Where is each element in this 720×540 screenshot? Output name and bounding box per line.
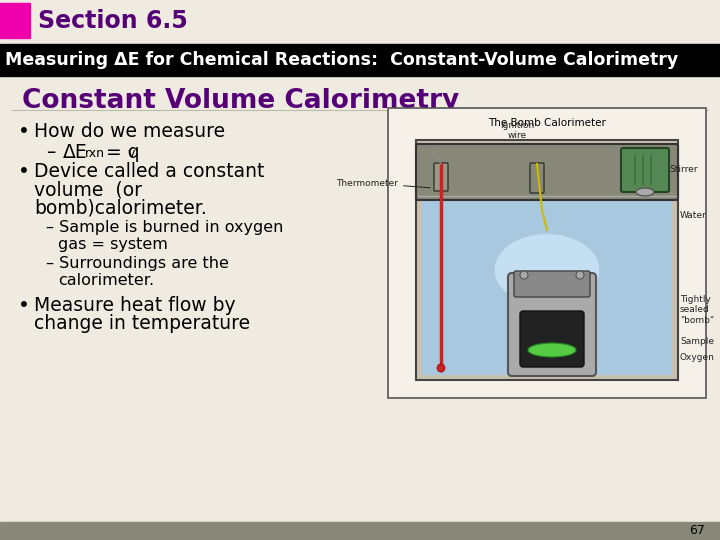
Text: volume  (or: volume (or bbox=[34, 180, 142, 199]
FancyBboxPatch shape bbox=[514, 271, 590, 297]
Text: •: • bbox=[18, 162, 30, 181]
Text: 67: 67 bbox=[689, 524, 705, 537]
Text: The Bomb Calorimeter: The Bomb Calorimeter bbox=[488, 118, 606, 128]
Text: Constant Volume Calorimetry: Constant Volume Calorimetry bbox=[22, 88, 459, 114]
Text: Measuring ΔE for Chemical Reactions:  Constant-Volume Calorimetry: Measuring ΔE for Chemical Reactions: Con… bbox=[5, 51, 678, 69]
Text: Measure heat flow by: Measure heat flow by bbox=[34, 296, 235, 315]
FancyBboxPatch shape bbox=[416, 144, 678, 200]
Text: ΔE: ΔE bbox=[63, 143, 88, 162]
Bar bbox=[416, 140, 678, 380]
Text: calorimeter.: calorimeter. bbox=[58, 273, 154, 288]
FancyBboxPatch shape bbox=[621, 148, 669, 192]
Bar bbox=[0, 522, 720, 540]
Bar bbox=[422, 195, 672, 375]
Text: •: • bbox=[18, 122, 30, 141]
Text: v: v bbox=[128, 147, 135, 160]
Text: Sample: Sample bbox=[680, 338, 714, 347]
Text: Oxygen: Oxygen bbox=[680, 354, 715, 362]
Text: Tightly
sealed
"bomb": Tightly sealed "bomb" bbox=[680, 295, 714, 325]
Bar bbox=[0, 3, 30, 38]
Text: bomb)calorimeter.: bomb)calorimeter. bbox=[34, 198, 207, 217]
Text: rxn: rxn bbox=[85, 147, 105, 160]
Text: –: – bbox=[46, 143, 55, 162]
FancyBboxPatch shape bbox=[520, 311, 584, 367]
Text: gas = system: gas = system bbox=[58, 237, 168, 252]
Text: Thermometer: Thermometer bbox=[336, 179, 431, 188]
FancyBboxPatch shape bbox=[530, 163, 544, 193]
Text: – Sample is burned in oxygen: – Sample is burned in oxygen bbox=[46, 220, 284, 235]
Circle shape bbox=[576, 271, 584, 279]
Text: change in temperature: change in temperature bbox=[34, 314, 250, 333]
FancyBboxPatch shape bbox=[434, 163, 448, 191]
Ellipse shape bbox=[495, 234, 599, 306]
Text: Water: Water bbox=[680, 211, 707, 219]
Text: = q: = q bbox=[106, 143, 140, 162]
Circle shape bbox=[520, 271, 528, 279]
Bar bbox=[0, 0, 720, 43]
Ellipse shape bbox=[528, 343, 576, 357]
Text: Ignition
wire: Ignition wire bbox=[500, 120, 534, 140]
Text: – Surroundings are the: – Surroundings are the bbox=[46, 256, 229, 271]
FancyBboxPatch shape bbox=[508, 273, 596, 376]
Ellipse shape bbox=[636, 188, 654, 196]
Bar bbox=[0, 44, 720, 76]
Text: Device called a constant: Device called a constant bbox=[34, 162, 264, 181]
Text: Stirrer: Stirrer bbox=[670, 165, 698, 174]
Bar bbox=[388, 108, 706, 398]
Circle shape bbox=[437, 364, 445, 372]
Text: Section 6.5: Section 6.5 bbox=[38, 9, 188, 33]
Text: •: • bbox=[18, 296, 30, 315]
Text: How do we measure: How do we measure bbox=[34, 122, 225, 141]
